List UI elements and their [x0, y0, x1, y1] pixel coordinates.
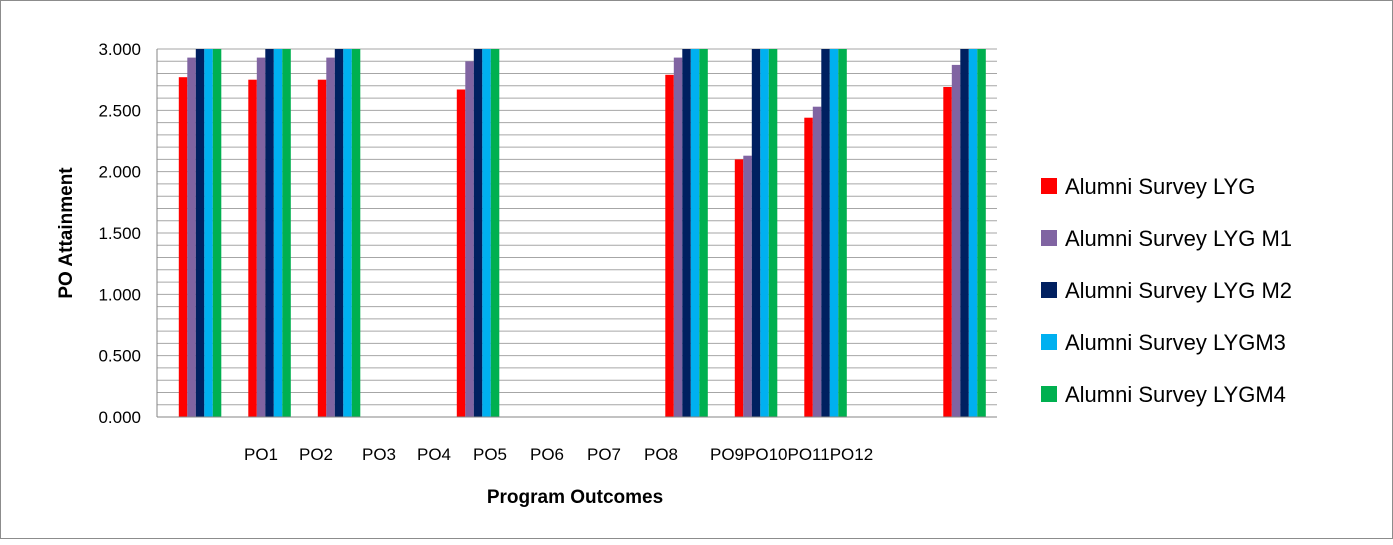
x-tick-label: PO6: [530, 445, 564, 464]
x-tick-label: PO3: [362, 445, 396, 464]
y-tick-label: 0.500: [98, 347, 141, 366]
y-tick-label: 0.000: [98, 408, 141, 427]
bar: [334, 49, 344, 417]
bar: [768, 49, 778, 417]
bar: [960, 49, 969, 417]
bar: [351, 49, 361, 417]
bar: [665, 74, 674, 418]
x-tick-labels: PO1 PO2 PO3 PO4 PO5 PO6 PO7 PO8 PO9PO10PO11PO12: [244, 445, 873, 464]
bar: [465, 61, 474, 418]
bar: [456, 89, 466, 417]
bar: [204, 49, 213, 417]
legend-swatch: [1041, 282, 1057, 298]
bar: [734, 159, 744, 417]
y-axis-title: PO Attainment: [56, 167, 77, 299]
bar: [760, 49, 769, 417]
bar: [212, 49, 222, 417]
bars-layer: [178, 49, 986, 418]
bar: [977, 49, 986, 417]
legend-swatch: [1041, 178, 1057, 194]
y-tick-labels: 0.000 0.500 1.000 1.500 2.000 2.500 3.000: [98, 40, 141, 427]
bar: [682, 49, 691, 417]
bar: [951, 64, 961, 418]
x-tick-label: PO2: [299, 445, 333, 464]
bar: [490, 49, 500, 417]
legend-swatch: [1041, 334, 1057, 350]
axes-layer: [156, 49, 997, 418]
bar: [829, 49, 839, 417]
y-tick-label: 1.000: [98, 285, 141, 304]
bar: [804, 117, 813, 417]
bar: [943, 87, 952, 417]
bar: [265, 49, 274, 417]
bar: [690, 49, 700, 417]
bar: [482, 49, 491, 417]
x-tick-label: PO9PO10PO11PO12: [710, 445, 873, 464]
bar: [256, 57, 266, 417]
bar: [838, 49, 847, 417]
x-tick-label: PO8: [644, 445, 678, 464]
bar: [743, 155, 752, 417]
legend: Alumni Survey LYG Alumni Survey LYG M1 Alu…: [1041, 174, 1292, 407]
legend-label: Alumni Survey LYG M2: [1065, 278, 1292, 303]
y-tick-label: 1.500: [98, 224, 141, 243]
legend-label: Alumni Survey LYG: [1065, 174, 1255, 199]
legend-label: Alumni Survey LYGM3: [1065, 330, 1286, 355]
bar: [187, 57, 196, 417]
bar: [248, 79, 257, 417]
legend-label: Alumni Survey LYGM4: [1065, 382, 1286, 407]
bar: [473, 49, 483, 417]
bar: [673, 57, 683, 417]
bar: [326, 57, 335, 417]
bar: [317, 79, 327, 417]
y-tick-label: 2.500: [98, 101, 141, 120]
y-tick-label: 2.000: [98, 163, 141, 182]
bar: [343, 49, 352, 417]
bar: [195, 49, 205, 417]
bar: [821, 49, 830, 417]
y-tick-label: 3.000: [98, 40, 141, 59]
bar: [751, 49, 761, 417]
bar: [699, 49, 708, 417]
bar: [273, 49, 283, 417]
x-tick-label: PO1: [244, 445, 278, 464]
x-tick-label: PO5: [473, 445, 507, 464]
bar: [812, 106, 822, 417]
x-tick-label: PO7: [587, 445, 621, 464]
bar: [282, 49, 291, 417]
grid-layer: [157, 48, 997, 406]
legend-label: Alumni Survey LYG M1: [1065, 226, 1292, 251]
x-tick-label: PO4: [417, 445, 451, 464]
bar: [968, 49, 978, 417]
legend-swatch: [1041, 230, 1057, 246]
legend-swatch: [1041, 386, 1057, 402]
x-axis-title: Program Outcomes: [487, 487, 663, 508]
bar: [178, 77, 188, 417]
